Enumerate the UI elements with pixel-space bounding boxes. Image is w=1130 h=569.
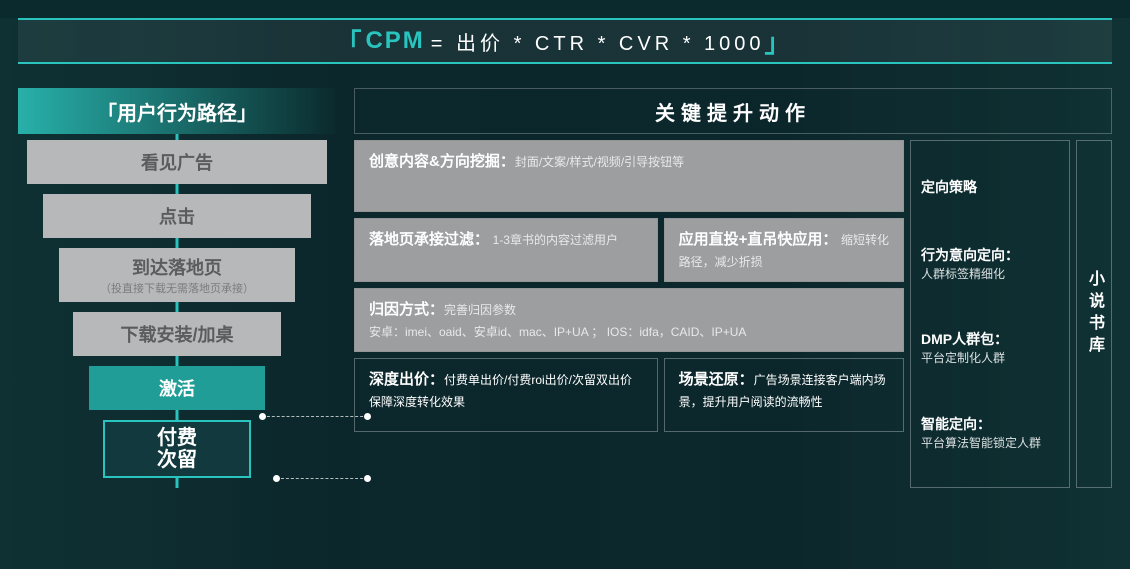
- targeting-behavior: 行为意向定向： 人群标签精细化: [921, 245, 1059, 282]
- action-desc: 1-3章书的内容过滤用户: [493, 233, 618, 247]
- action-title: 应用直投+直吊快应用：: [679, 231, 838, 248]
- actions-column: 创意内容&方向挖掘：封面/文案/样式/视频/引导按钮等 落地页承接过滤： 1-3…: [354, 134, 1112, 488]
- connector-activate: [262, 416, 368, 417]
- action-attribution: 归因方式：完善归因参数 安卓：imei、oaid、安卓id、mac、IP+UA …: [354, 288, 904, 352]
- funnel-step-label-line2: 次留: [157, 449, 197, 471]
- connector-dot: [364, 413, 371, 420]
- targeting-title: 定向策略: [921, 177, 1059, 197]
- targeting-desc: 人群标签精细化: [921, 265, 1059, 282]
- funnel-step-label-line1: 付费: [157, 427, 197, 449]
- action-desc: 付费单出价/付费roi出价/次留双出价: [444, 373, 632, 387]
- targeting-panel: 定向策略 行为意向定向： 人群标签精细化 DMP人群包： 平台定制化人群 智能定…: [910, 140, 1070, 488]
- funnel-step-install: 下载安装/加桌: [73, 312, 281, 356]
- action-desc: 完善归因参数: [444, 303, 516, 317]
- targeting-desc: 平台定制化人群: [921, 349, 1059, 366]
- vstrip-label: 小说书库: [1082, 270, 1106, 358]
- formula-rest: = 出价 * CTR * CVR * 1000: [431, 27, 765, 56]
- funnel-step-label: 激活: [159, 375, 195, 401]
- funnel-column: 看见广告 点击 到达落地页 （投直接下载无需落地页承接） 下载安装/加桌 激活 …: [18, 134, 336, 488]
- targeting-dmp: DMP人群包： 平台定制化人群: [921, 329, 1059, 366]
- action-desc-b: 保障深度转化效果: [369, 395, 465, 409]
- funnel-step-label: 到达落地页: [132, 254, 222, 280]
- action-landing-filter: 落地页承接过滤： 1-3章书的内容过滤用户: [354, 218, 658, 282]
- formula-cpm: CPM: [365, 27, 424, 55]
- targeting-title: 智能定向：: [921, 414, 1059, 434]
- action-direct-app: 应用直投+直吊快应用： 缩短转化路径，减少折损: [664, 218, 904, 282]
- connector-dot: [364, 475, 371, 482]
- funnel-step-landing: 到达落地页 （投直接下载无需落地页承接）: [59, 248, 295, 302]
- action-title: 场景还原：: [679, 371, 754, 388]
- formula-bar: 「 CPM = 出价 * CTR * CVR * 1000 」: [18, 18, 1112, 64]
- action-desc: 封面/文案/样式/视频/引导按钮等: [515, 155, 684, 169]
- funnel-step-label: 点击: [159, 203, 195, 229]
- funnel-step-label: 下载安装/加桌: [120, 321, 233, 347]
- funnel-step-activate: 激活: [89, 366, 265, 410]
- targeting-title: DMP人群包：: [921, 329, 1059, 349]
- header-key-actions-label: 关键提升动作: [655, 97, 811, 126]
- targeting-title: 行为意向定向：: [921, 245, 1059, 265]
- bracket-close: 」: [765, 23, 795, 60]
- funnel-step-pay-retain: 付费 次留: [103, 420, 251, 478]
- header-user-path-label: 「用户行为路径」: [97, 97, 257, 126]
- action-title: 归因方式：: [369, 301, 444, 318]
- targeting-strategy: 定向策略: [921, 177, 1059, 197]
- action-title: 深度出价：: [369, 371, 444, 388]
- action-deep-bid: 深度出价：付费单出价/付费roi出价/次留双出价 保障深度转化效果: [354, 358, 658, 432]
- funnel-step-see-ad: 看见广告: [27, 140, 327, 184]
- header-key-actions: 关键提升动作: [354, 88, 1112, 134]
- novel-library-strip: 小说书库: [1076, 140, 1112, 488]
- header-user-path: 「用户行为路径」: [18, 88, 336, 134]
- action-scene-restore: 场景还原：广告场景连接客户端内场景，提升用户阅读的流畅性: [664, 358, 904, 432]
- funnel-step-sublabel: （投直接下载无需落地页承接）: [100, 280, 254, 296]
- funnel-step-label: 看见广告: [141, 149, 213, 175]
- connector-pay-retain: [276, 478, 368, 479]
- action-creative: 创意内容&方向挖掘：封面/文案/样式/视频/引导按钮等: [354, 140, 904, 212]
- action-title: 创意内容&方向挖掘：: [369, 153, 515, 170]
- funnel-step-click: 点击: [43, 194, 311, 238]
- connector-dot: [259, 413, 266, 420]
- connector-dot: [273, 475, 280, 482]
- targeting-smart: 智能定向： 平台算法智能锁定人群: [921, 414, 1059, 451]
- targeting-desc: 平台算法智能锁定人群: [921, 434, 1059, 451]
- action-desc-sub: 安卓：imei、oaid、安卓id、mac、IP+UA ； IOS：idfa，C…: [369, 325, 746, 339]
- action-title: 落地页承接过滤：: [369, 231, 489, 248]
- bracket-open: 「: [335, 23, 365, 60]
